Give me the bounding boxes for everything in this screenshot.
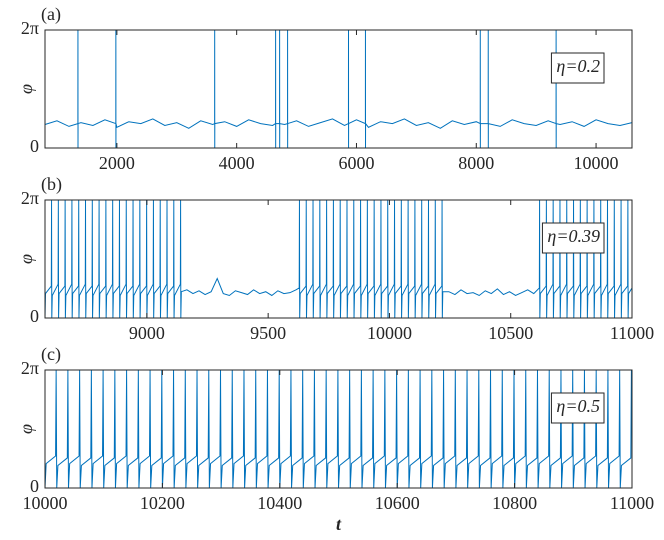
axes-box	[44, 29, 633, 149]
x-tick-label: 10000	[367, 323, 412, 343]
y-axis-label: φ	[16, 254, 36, 264]
x-tick-label: 9000	[129, 323, 165, 343]
y-tick-label: 2π	[21, 358, 39, 378]
data-line	[44, 369, 632, 489]
x-tick-label: 8000	[458, 153, 494, 173]
axes-box	[44, 199, 633, 319]
annotation-box	[550, 392, 605, 424]
annotation-box	[550, 52, 605, 84]
x-tick-label: 11000	[610, 323, 654, 343]
x-tick-label: 4000	[219, 153, 255, 173]
x-tick-label: 2000	[99, 153, 135, 173]
annotation: η=0.2	[556, 56, 600, 76]
data-line	[44, 29, 633, 149]
y-tick-label: 2π	[21, 188, 39, 208]
panel-label: (b)	[41, 174, 62, 195]
x-tick-label: 10500	[488, 323, 533, 343]
x-tick-label: 10400	[257, 493, 302, 513]
annotation: η=0.5	[556, 396, 600, 416]
x-tick-label: 10200	[140, 493, 185, 513]
axes-box	[44, 369, 633, 489]
annotation-box	[541, 222, 605, 254]
panel-label: (a)	[41, 4, 61, 25]
x-tick-label: 11000	[610, 493, 654, 513]
y-tick-label: 2π	[21, 18, 39, 38]
x-tick-label: 9500	[250, 323, 286, 343]
x-axis-label: t	[336, 514, 342, 534]
x-tick-label: 10800	[492, 493, 537, 513]
plot-area	[45, 200, 632, 318]
y-tick-label: 0	[30, 306, 39, 326]
plot-area	[45, 30, 632, 148]
x-tick-label: 10600	[375, 493, 420, 513]
y-axis-label: φ	[16, 84, 36, 94]
x-tick-label: 6000	[338, 153, 374, 173]
panel-label: (c)	[41, 344, 61, 365]
annotation: η=0.39	[547, 226, 600, 246]
x-tick-label: 10000	[23, 493, 68, 513]
y-axis-label: φ	[16, 424, 36, 434]
x-tick-label: 10000	[574, 153, 619, 173]
y-tick-label: 0	[30, 476, 39, 496]
y-tick-label: 0	[30, 136, 39, 156]
